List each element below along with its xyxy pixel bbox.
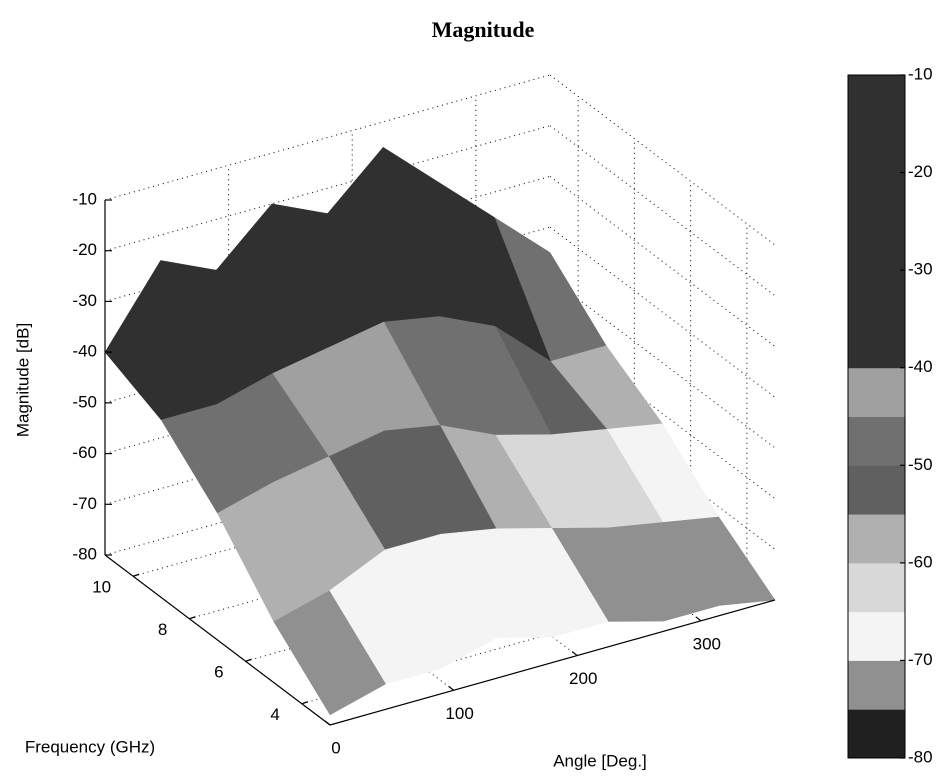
colorbar-tick-label: -10 — [908, 64, 933, 83]
z-tick-label: -40 — [72, 342, 97, 361]
grid-line — [549, 328, 776, 499]
colorbar-segment — [848, 709, 905, 759]
colorbar-tick-label: -30 — [908, 260, 933, 279]
y-axis-title: Frequency (GHz) — [25, 737, 155, 756]
x-tick-label: 300 — [693, 634, 721, 653]
colorbar-tick-label: -40 — [908, 357, 933, 376]
colorbar-tick-label: -20 — [908, 162, 933, 181]
colorbar-tick-label: -80 — [908, 747, 933, 766]
colorbar-segment — [848, 514, 905, 564]
y-tick — [132, 573, 140, 577]
colorbar-segment — [848, 465, 905, 515]
z-axis-title: Magnitude [dB] — [13, 323, 32, 437]
colorbar-segment — [848, 611, 905, 661]
colorbar-tick-label: -50 — [908, 455, 933, 474]
colorbar-frame — [847, 74, 906, 759]
z-tick-label: -10 — [72, 189, 97, 208]
grid-line — [549, 176, 776, 347]
x-tick-label: 100 — [445, 704, 473, 723]
y-tick — [245, 658, 252, 662]
y-tick-label: 8 — [158, 620, 167, 639]
z-tick-label: -80 — [72, 544, 97, 563]
colorbar-segment — [848, 75, 905, 125]
grid-line — [549, 74, 776, 246]
grid-line — [549, 277, 776, 449]
colorbar-segment — [848, 123, 905, 174]
z-tick-label: -70 — [72, 494, 97, 513]
grid-line — [104, 125, 551, 252]
colorbar-tick-label: -70 — [908, 650, 933, 669]
colorbar-segment — [848, 270, 905, 320]
z-tick-label: -50 — [72, 392, 97, 411]
colorbar-segment — [848, 562, 905, 613]
x-tick — [571, 651, 578, 657]
grid-line — [549, 378, 776, 550]
y-tick-label: 4 — [270, 705, 279, 724]
colorbar-segment — [848, 367, 905, 417]
z-tick-label: -30 — [72, 291, 97, 310]
y-tick-label: 10 — [92, 578, 111, 597]
x-tick-label: 200 — [569, 669, 597, 688]
x-axis-title: Angle [Deg.] — [553, 751, 647, 770]
colorbar-segment — [848, 660, 905, 710]
y-tick-label: 6 — [214, 663, 223, 682]
colorbar-segment — [848, 318, 905, 369]
chart-title: Magnitude — [432, 17, 535, 42]
x-tick-label: 0 — [331, 738, 340, 757]
colorbar-segment — [848, 172, 905, 222]
y-tick — [189, 616, 196, 620]
y-tick — [301, 701, 309, 705]
surface-patch — [273, 590, 386, 716]
grid-line — [104, 74, 551, 201]
grid-line — [549, 125, 776, 297]
x-tick — [695, 616, 702, 622]
z-tick-label: -60 — [72, 443, 97, 462]
colorbar-segment — [848, 221, 905, 271]
y-axis — [104, 554, 331, 726]
colorbar-tick-label: -60 — [908, 552, 933, 571]
z-tick-label: -20 — [72, 240, 97, 259]
x-tick — [448, 685, 454, 691]
x-tick — [324, 720, 331, 726]
colorbar-segment — [848, 416, 905, 466]
grid-line — [549, 226, 776, 398]
grid-line — [104, 175, 551, 302]
